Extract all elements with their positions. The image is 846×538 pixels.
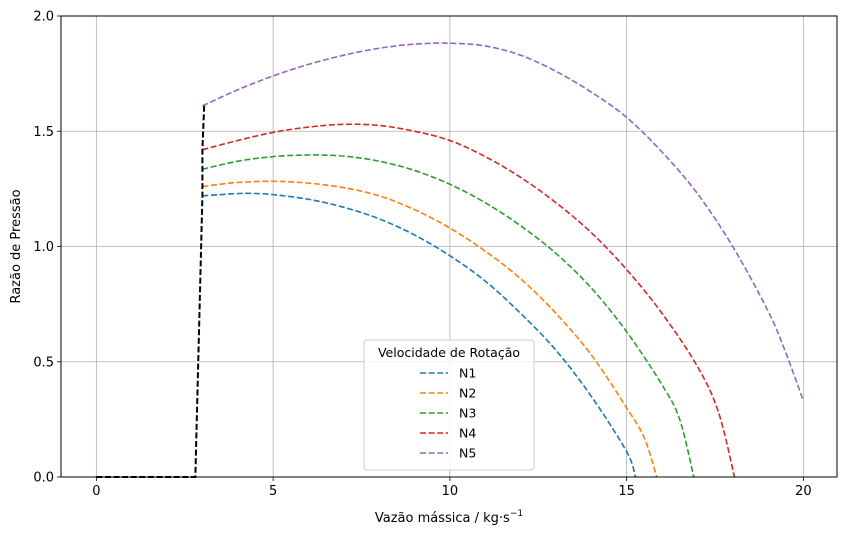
- y-axis-label: Razão de Pressão: [9, 189, 24, 303]
- series-line-n3: [202, 154, 695, 478]
- legend-label-n1: N1: [459, 366, 476, 381]
- plot-lines: [96, 42, 805, 478]
- y-tick-label: 1.5: [33, 125, 54, 140]
- legend-label-n4: N4: [459, 426, 476, 441]
- x-axis-label: Vazão mássica / kg·s−1: [375, 509, 523, 526]
- y-tick-label: 0.5: [33, 355, 54, 370]
- legend: Velocidade de Rotação N1 N2 N3 N4 N5: [363, 339, 535, 471]
- x-axis-label-text: Vazão mássica / kg·s: [375, 511, 510, 526]
- axis-ticks: 0 5 10 15 20 0.0 0.5 1.0 1.5 2.0: [33, 10, 811, 500]
- x-tick-label: 15: [618, 484, 635, 499]
- x-tick-label: 10: [442, 484, 459, 499]
- x-axis-label-exponent: −1: [510, 509, 523, 519]
- series-line-n1: [202, 192, 637, 478]
- y-tick-label: 2.0: [33, 10, 54, 25]
- series-line-n4: [202, 123, 736, 478]
- legend-label-n2: N2: [459, 386, 476, 401]
- x-tick-label: 20: [795, 484, 812, 499]
- legend-entries: N1 N2 N3 N4 N5: [420, 366, 476, 461]
- y-tick-label: 1.0: [33, 240, 54, 255]
- legend-label-n3: N3: [459, 406, 476, 421]
- y-tick-label: 0.0: [33, 471, 54, 486]
- legend-label-n5: N5: [459, 446, 476, 461]
- x-tick-label: 0: [92, 484, 100, 499]
- series-line-n5: [202, 42, 805, 402]
- x-tick-label: 5: [269, 484, 277, 499]
- series-line-n2: [202, 180, 658, 478]
- legend-title: Velocidade de Rotação: [378, 345, 520, 360]
- legend-box: [363, 339, 535, 471]
